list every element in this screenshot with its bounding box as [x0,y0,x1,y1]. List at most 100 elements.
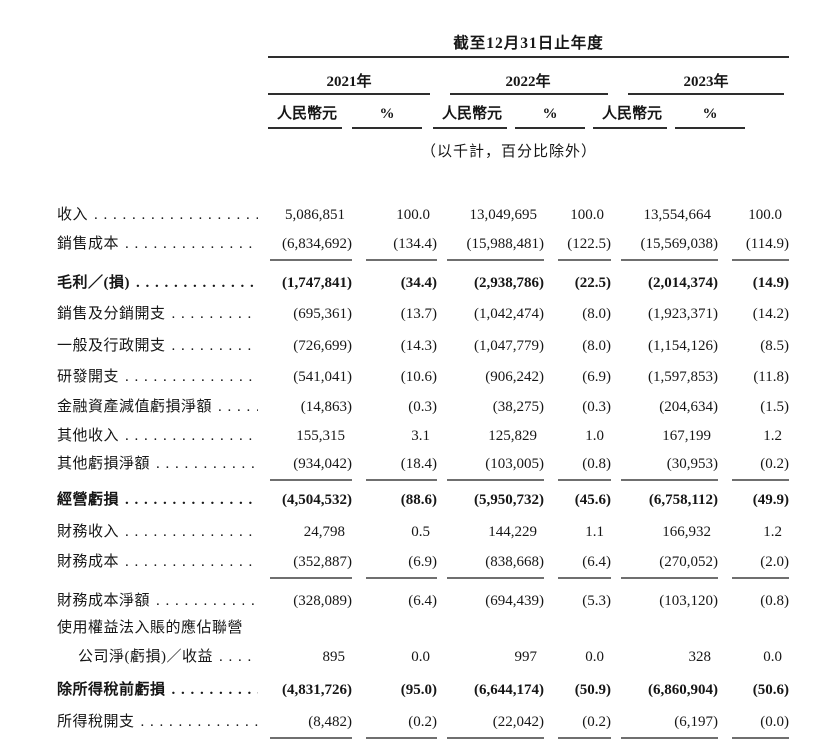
table-row-cost-of-sales: 銷售成本 (6,834,692) (134.4) (15,988,481) (1… [57,229,789,261]
row-label: 研發開支 [57,362,260,392]
column-rule [593,127,667,129]
column-header-pct-2021: % [379,106,395,122]
value-cell: (122.5) [558,229,611,261]
row-label: 公司淨(虧損)／收益 [57,642,260,672]
value-cell: 166,932 [662,524,711,540]
value-cell: 24,798 [303,524,345,540]
value-cell: (15,988,481) [447,229,544,261]
value-cell: 997 [514,649,538,665]
row-label-text: 除所得稅前虧損 [57,682,166,698]
dot-leader [172,299,258,329]
table-row-operating-loss: 經營虧損 (4,504,532) (88.6) (5,950,732) (45.… [57,485,789,515]
value-cell: (2,938,786) [474,275,544,291]
value-cell: (8.0) [582,306,611,322]
year-rule-2021 [268,93,430,95]
table-row-rd-expenses: 研發開支 (541,041) (10.6) (906,242) (6.9) (1… [57,362,789,392]
value-cell: (0.0) [732,707,789,739]
year-rule-2022 [450,93,608,95]
dot-leader [136,268,258,298]
year-header-2023: 2023年 [683,74,729,90]
value-cell: (11.8) [753,369,789,385]
value-cell: 3.1 [411,428,430,444]
row-label-text: 毛利／(損) [57,275,130,291]
row-label: 財務成本 [57,547,260,579]
row-label-text: 其他收入 [57,428,120,444]
value-cell: 5,086,851 [285,207,345,223]
value-cell [437,613,544,643]
column-rule [352,127,422,129]
header-top-rule [268,56,789,58]
value-cell: (1,042,474) [474,306,544,322]
column-rule [515,127,585,129]
value-cell: (0.8) [558,449,611,481]
column-header-rmb-2021: 人民幣元 [276,106,337,122]
value-cell: 144,229 [488,524,537,540]
value-cell: (4,504,532) [282,492,352,508]
value-cell: (4,831,726) [282,682,352,698]
row-label-text: 所得稅開支 [57,714,135,730]
value-cell: (0.8) [760,593,789,609]
value-cell: (694,439) [485,593,544,609]
dot-leader [125,517,258,547]
year-header-2022: 2022年 [505,74,551,90]
value-cell: (541,041) [293,369,352,385]
table-row-other-losses-net: 其他虧損淨額 (934,042) (18.4) (103,005) (0.8) … [57,449,789,481]
value-cell: (30,953) [621,449,718,481]
table-row-loss-before-income-tax: 除所得稅前虧損 (4,831,726) (95.0) (6,644,174) (… [57,675,789,705]
row-label: 經營虧損 [57,485,260,515]
column-header-pct-2022: % [542,106,558,122]
value-cell: (8.0) [582,338,611,354]
value-cell: (14,863) [300,399,352,415]
value-cell: (6.4) [558,547,611,579]
value-cell: (50.6) [752,682,789,698]
value-cell: (103,005) [447,449,544,481]
table-row-gross-profit-loss: 毛利／(損) (1,747,841) (34.4) (2,938,786) (2… [57,268,789,298]
row-label: 財務收入 [57,517,260,547]
value-cell: (22.5) [574,275,611,291]
value-cell: (13.7) [400,306,437,322]
value-cell: (0.2) [558,707,611,739]
row-label: 除所得稅前虧損 [57,675,260,705]
value-cell: (1,047,779) [474,338,544,354]
table-row-impairment-losses-financial-assets: 金融資產減值虧損淨額 (14,863) (0.3) (38,275) (0.3)… [57,392,789,422]
dot-leader [219,642,258,672]
dot-leader [125,485,258,515]
row-label: 財務成本淨額 [57,586,260,616]
column-header-rmb-2023: 人民幣元 [601,106,662,122]
row-label-text: 研發開支 [57,369,120,385]
year-header-2021: 2021年 [326,74,372,90]
dot-leader [218,392,258,422]
value-cell: (6,197) [621,707,718,739]
row-label: 所得稅開支 [57,707,260,739]
row-label: 一般及行政開支 [57,331,260,361]
value-cell: (838,668) [447,547,544,579]
value-cell: (134.4) [366,229,437,261]
row-label-text: 銷售及分銷開支 [57,306,166,322]
value-cell: (50.9) [574,682,611,698]
table-row-share-of-associates-line2: 公司淨(虧損)／收益 895 0.0 997 0.0 328 0.0 [57,642,789,672]
value-cell: 1.0 [585,428,604,444]
value-cell: 155,315 [296,428,345,444]
value-cell: (6,644,174) [474,682,544,698]
value-cell: (2,014,374) [648,275,718,291]
value-cell: (0.2) [732,449,789,481]
row-label: 使用權益法入賬的應佔聯營 [57,613,260,643]
value-cell: (0.2) [366,707,437,739]
table-row-other-income: 其他收入 155,315 3.1 125,829 1.0 167,199 1.2 [57,421,789,451]
row-label: 其他收入 [57,421,260,451]
value-cell: 0.5 [411,524,430,540]
value-cell: (88.6) [400,492,437,508]
row-label-text: 財務收入 [57,524,120,540]
value-cell: (6,758,112) [648,492,718,508]
value-cell: (2.0) [732,547,789,579]
value-cell: (328,089) [293,593,352,609]
row-label-text: 其他虧損淨額 [57,456,151,472]
row-label: 金融資產減值虧損淨額 [57,392,260,422]
table-row-revenue: 收入 5,086,851 100.0 13,049,695 100.0 13,5… [57,200,789,230]
value-cell: 167,199 [662,428,711,444]
value-cell: (22,042) [447,707,544,739]
unit-note: （以千計，百分比除外） [420,144,597,160]
table-row-general-admin-expenses: 一般及行政開支 (726,699) (14.3) (1,047,779) (8.… [57,331,789,361]
row-label-text: 銷售成本 [57,236,120,252]
value-cell: (6.4) [408,593,437,609]
